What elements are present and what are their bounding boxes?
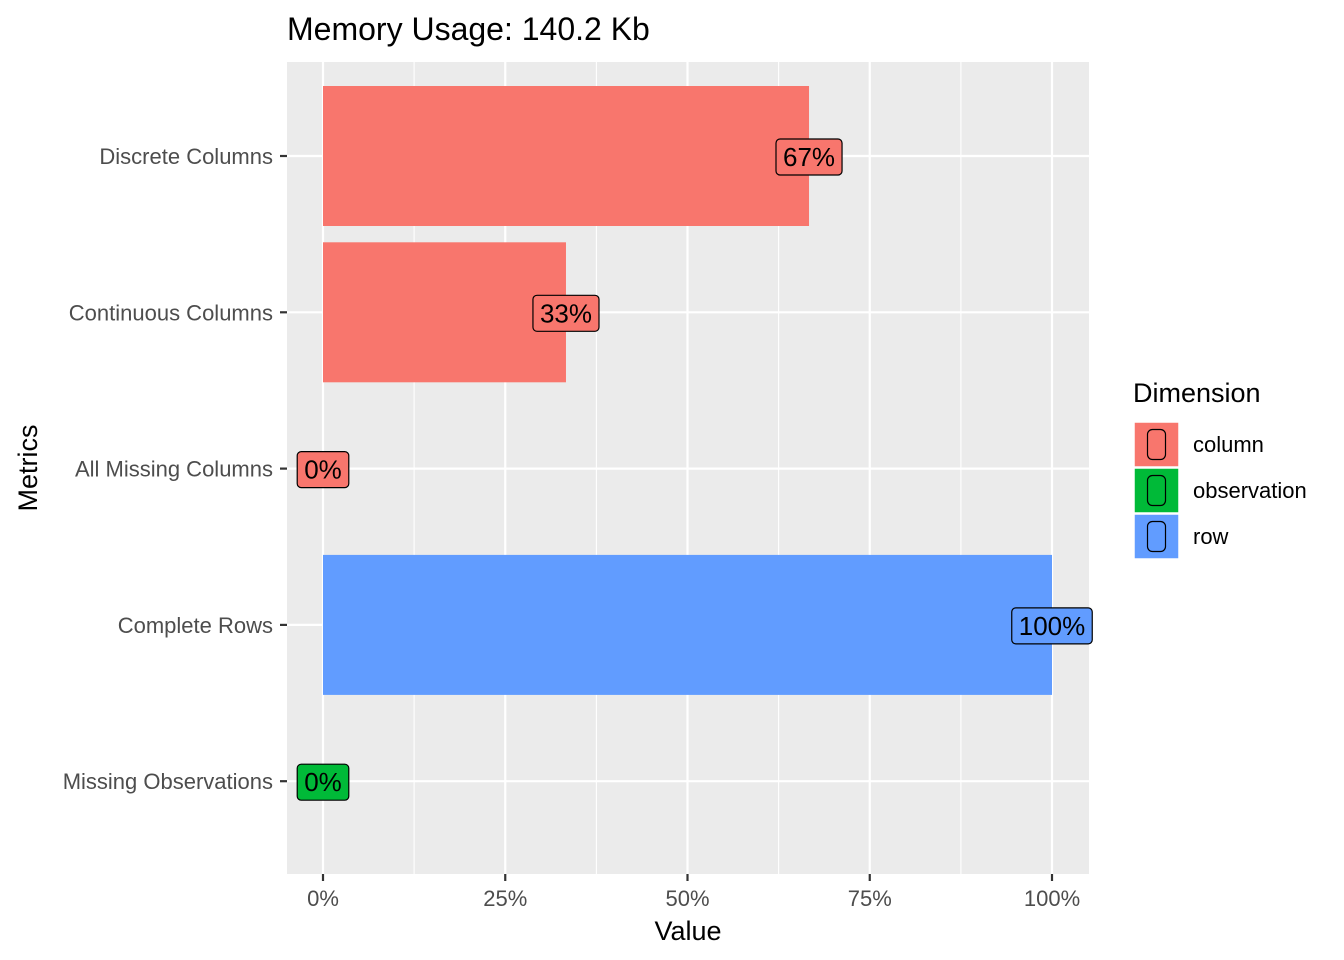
bar [323,242,566,383]
data-label-box [775,138,843,176]
x-axis: 0% 25% 50% 75% 100% [307,874,1080,911]
y-tick-label: Complete Rows [118,613,273,638]
data-label-box [296,451,350,489]
legend-items: column observation row [1133,421,1307,560]
y-tick-label: Discrete Columns [99,144,273,169]
x-axis-title: Value [654,916,721,946]
data-label: 67% [783,142,835,172]
data-label: 0% [304,455,342,485]
x-tick-label: 25% [483,886,527,911]
y-tick-label: Missing Observations [63,769,273,794]
x-tick-label: 100% [1024,886,1080,911]
legend-label: column [1193,432,1264,457]
data-labels: 67% 33% 0% 100% 0% [296,138,1093,801]
bar [323,86,810,226]
data-label-box [532,294,600,332]
legend: Dimension column observation row [1133,378,1307,560]
x-tick-label: 50% [665,886,709,911]
x-tick-label: 0% [307,886,339,911]
legend-item: observation [1133,467,1307,514]
data-label-group: 67% [775,138,843,176]
legend-key-label-icon [1146,428,1167,461]
legend-label: row [1193,524,1229,549]
y-tick-label: All Missing Columns [75,457,273,482]
legend-item: row [1133,513,1229,560]
legend-key-label-icon [1146,520,1167,553]
data-label-group: 0% [296,451,350,489]
chart-title: Memory Usage: 140.2 Kb [287,11,650,47]
legend-key-label-icon [1146,474,1167,507]
data-label-group: 0% [296,763,350,801]
data-label-group: 100% [1011,607,1093,645]
legend-item: column [1133,421,1264,468]
data-label: 0% [304,767,342,797]
legend-label: observation [1193,478,1307,503]
data-label-group: 33% [532,294,600,332]
y-axis: Discrete Columns Continuous Columns All Mi… [63,144,287,794]
data-label-box [296,763,350,801]
legend-title: Dimension [1133,378,1261,408]
data-label: 100% [1019,611,1086,641]
data-label-box [1011,607,1093,645]
y-tick-label: Continuous Columns [69,300,273,325]
bar [323,554,1052,695]
bars [323,86,1052,695]
x-tick-label: 75% [848,886,892,911]
data-label: 33% [540,298,592,328]
y-axis-title: Metrics [13,425,43,512]
